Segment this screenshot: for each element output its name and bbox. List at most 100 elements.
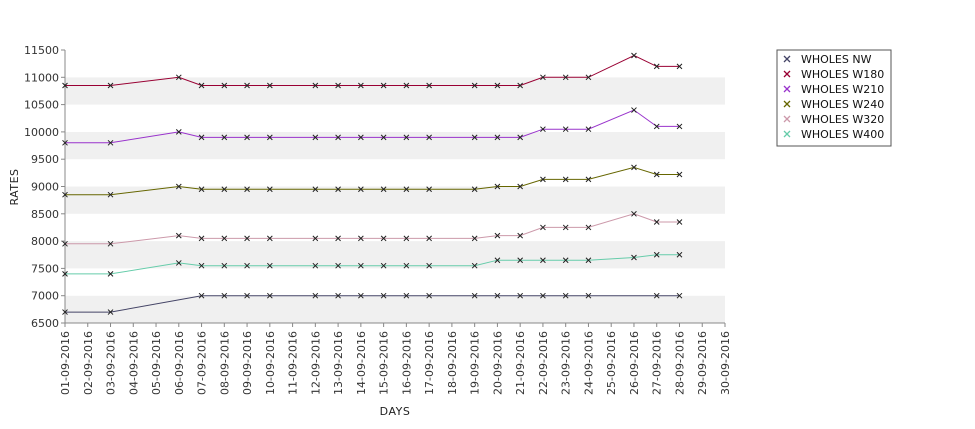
data-point (540, 176, 546, 183)
x-tick-label: 06-09-2016 (173, 331, 186, 395)
data-point (653, 123, 660, 130)
data-point (426, 82, 432, 89)
data-point (198, 235, 205, 242)
data-point (426, 262, 432, 269)
data-point (471, 186, 478, 193)
series-wholes-w320 (62, 210, 683, 247)
data-point (676, 219, 683, 225)
data-point (358, 235, 364, 242)
x-tick-label: 10-09-2016 (264, 331, 277, 395)
y-tick-label: 11000 (24, 71, 59, 84)
x-tick-label: 08-09-2016 (218, 331, 231, 395)
series-line (65, 254, 680, 275)
data-point (585, 224, 592, 231)
x-tick-label: 11-09-2016 (287, 331, 300, 395)
data-point (471, 134, 478, 141)
data-point (585, 292, 592, 299)
x-axis-ticks: 01-09-2016 02-09-2016 03-09-2016 04-09-2016… (59, 323, 732, 395)
series-wholes-w180 (62, 52, 683, 89)
data-point (471, 262, 478, 269)
data-point (244, 134, 250, 141)
data-point (266, 262, 273, 269)
data-point (403, 82, 410, 89)
series-wholes-nw (62, 292, 683, 315)
legend-item: WHOLES W240 (783, 98, 884, 111)
data-point (358, 262, 364, 269)
data-point (676, 292, 683, 299)
legend: WHOLES NW WHOLES W180 WHOLES W210 WHOLES W2… (776, 49, 892, 147)
data-point (175, 129, 182, 135)
legend-label: WHOLES W400 (801, 128, 884, 141)
data-point (380, 292, 387, 299)
data-point (403, 186, 410, 193)
data-point (221, 262, 228, 269)
data-point (494, 82, 501, 89)
data-point (631, 254, 637, 261)
data-point (380, 262, 387, 269)
legend-item: WHOLES W400 (783, 128, 884, 141)
series-wholes-w400 (62, 251, 683, 277)
data-point (631, 210, 637, 217)
y-tick-label: 9000 (31, 181, 59, 194)
data-point (426, 292, 432, 299)
legend-marker (783, 115, 791, 123)
data-point (266, 186, 273, 193)
data-point (62, 309, 68, 315)
data-point (403, 292, 410, 299)
data-point (335, 82, 341, 89)
x-tick-label: 09-09-2016 (241, 331, 254, 395)
data-point (107, 139, 114, 146)
legend-marker (783, 100, 791, 108)
data-point (175, 183, 182, 190)
data-point (266, 235, 273, 242)
data-point (676, 123, 683, 130)
legend-label: WHOLES NW (801, 53, 872, 66)
series-line (65, 109, 680, 144)
x-axis-title: DAYS (380, 405, 411, 418)
data-point (335, 292, 341, 299)
data-point (540, 292, 546, 299)
data-point (562, 126, 569, 133)
x-tick-label: 29-09-2016 (696, 331, 709, 395)
data-point (198, 82, 205, 89)
data-point (403, 235, 410, 242)
data-point (335, 134, 341, 141)
data-point (358, 134, 364, 141)
data-point (107, 309, 114, 315)
legend-item: WHOLES W210 (783, 83, 884, 96)
grid-band (65, 159, 725, 187)
data-point (585, 126, 592, 133)
data-point (335, 235, 341, 242)
grid-band (65, 186, 725, 214)
data-point (562, 257, 569, 264)
x-tick-label: 04-09-2016 (127, 331, 140, 395)
grid-band (65, 241, 725, 269)
series-wholes-w240 (62, 164, 683, 198)
data-point (653, 251, 660, 258)
data-point (676, 251, 683, 258)
data-point (494, 232, 501, 239)
x-tick-label: 24-09-2016 (582, 331, 595, 395)
data-point (107, 191, 114, 198)
data-point (62, 240, 68, 247)
data-point (653, 63, 660, 70)
grid-band (65, 131, 725, 160)
data-point (266, 134, 273, 141)
legend-label: WHOLES W210 (801, 83, 884, 96)
data-point (653, 219, 660, 225)
x-tick-label: 03-09-2016 (105, 331, 118, 395)
data-point (585, 176, 592, 183)
y-tick-label: 7500 (31, 262, 59, 275)
data-point (62, 139, 68, 146)
x-tick-label: 05-09-2016 (150, 331, 163, 395)
grid-band (65, 104, 725, 132)
series-line (65, 213, 680, 245)
data-point (494, 134, 501, 141)
grid-band (65, 295, 725, 323)
data-point (312, 82, 319, 89)
legend-marker (783, 130, 791, 138)
legend-marker (783, 55, 791, 63)
data-point (312, 134, 319, 141)
data-point (62, 82, 68, 89)
